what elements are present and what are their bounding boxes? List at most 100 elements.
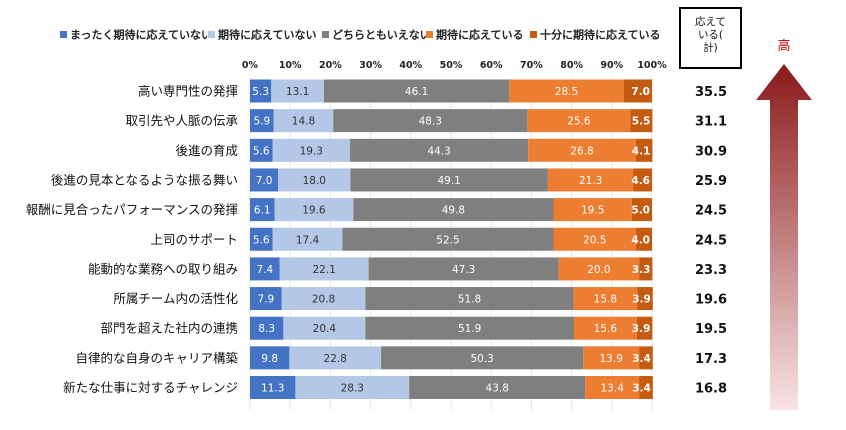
bar-value-label: 28.3	[341, 383, 364, 395]
category-label: 新たな仕事に対するチャレンジ	[63, 380, 238, 395]
total-value: 24.5	[695, 204, 727, 219]
bar-value-label: 18.0	[303, 175, 326, 187]
bar-segment	[250, 79, 272, 103]
bar-segment	[637, 287, 653, 311]
trend-arrow-label: 高	[777, 38, 790, 54]
total-value: 19.5	[695, 322, 727, 337]
bar-value-label: 7.0	[631, 86, 650, 98]
bar-value-label: 48.3	[419, 116, 442, 128]
x-axis: 0% 10% 20% 30% 40% 50% 60% 70% 80% 90% 100%	[242, 60, 667, 71]
bar-segment	[250, 227, 273, 251]
bar-segment	[368, 257, 559, 281]
bar-segment	[281, 287, 366, 311]
bar-value-label: 5.0	[631, 205, 650, 217]
bar-segment	[639, 257, 653, 281]
total-value: 31.1	[695, 115, 727, 130]
bar-value-label: 46.1	[405, 86, 428, 98]
category-label: 取引先や人脈の伝承	[125, 113, 238, 128]
bar-segment	[509, 79, 624, 103]
bar-value-label: 17.4	[296, 234, 320, 246]
bar-segment	[272, 227, 343, 251]
total-value: 24.5	[695, 233, 727, 248]
totals-header-line: 計)	[703, 41, 718, 54]
legend-label-2: どちらともいえない	[332, 29, 431, 42]
bar-segment	[333, 109, 528, 133]
bar-value-label: 4.6	[631, 175, 650, 187]
bar-value-label: 5.3	[252, 86, 269, 98]
bar-segment	[283, 316, 366, 340]
category-label: 部門を超えた社内の連携	[100, 321, 238, 336]
bar-segment	[295, 376, 410, 399]
bar-segment	[365, 316, 575, 340]
totals-column: 35.5 31.1 30.9 25.9 24.5 24.5 23.3 19.6 19.5 17.3…	[679, 7, 742, 397]
bar-value-label: 19.3	[300, 145, 323, 157]
bars: 5.3 13.1 46.1 28.5 7.0 5.9 14.8 48.3 25.6 5.5 5.6 1…	[250, 79, 653, 399]
category-label: 高い専門性の発揮	[138, 84, 238, 99]
bar-segment	[250, 316, 284, 340]
bar-value-label: 15.8	[594, 294, 617, 306]
bar-segment	[278, 168, 351, 192]
legend-label-4: 十分に期待に応えている	[540, 28, 660, 42]
bar-segment	[623, 79, 652, 103]
bar-value-label: 13.1	[286, 86, 309, 98]
bar-value-label: 20.0	[587, 264, 610, 276]
total-value: 35.5	[695, 85, 727, 100]
bar-value-label: 20.5	[583, 234, 606, 246]
bar-segment	[250, 109, 274, 133]
bar-segment	[381, 346, 584, 370]
bar-segment	[271, 79, 324, 103]
bar-value-label: 13.4	[601, 383, 625, 395]
bar-segment	[553, 198, 632, 222]
bar-value-label: 3.9	[632, 323, 651, 335]
trend-arrow: 高	[756, 38, 812, 410]
bar-value-label: 47.3	[452, 264, 475, 276]
category-label: 後進の育成	[175, 143, 238, 158]
x-tick-label: 20%	[319, 60, 342, 71]
bar-value-label: 3.3	[632, 264, 651, 276]
x-tick-label: 60%	[480, 60, 503, 71]
bar-segment	[633, 168, 652, 192]
x-tick-label: 0%	[242, 60, 259, 71]
bar-value-label: 50.3	[470, 353, 493, 365]
bar-segment	[250, 376, 296, 399]
bar-value-label: 44.3	[427, 145, 450, 157]
bar-value-label: 4.1	[632, 145, 651, 157]
bar-segment	[273, 109, 334, 133]
total-value: 30.9	[695, 144, 727, 159]
total-value: 19.6	[695, 293, 727, 308]
legend-label-1: 期待に応えていない	[218, 28, 316, 42]
bar-value-label: 6.1	[254, 205, 271, 217]
bar-segment	[250, 257, 280, 281]
legend-label-3: 期待に応えている	[436, 28, 523, 42]
bar-value-label: 4.0	[631, 234, 650, 246]
bar-segment	[350, 138, 529, 162]
bar-segment	[585, 376, 640, 399]
bar-value-label: 25.6	[567, 116, 591, 128]
bar-value-label: 5.6	[253, 145, 270, 157]
total-value: 25.9	[695, 174, 727, 189]
x-tick-label: 40%	[399, 60, 422, 71]
bar-value-label: 43.8	[486, 383, 509, 395]
bar-segment	[574, 316, 637, 340]
bar-segment	[279, 257, 369, 281]
bar-segment	[409, 376, 586, 399]
bar-segment	[365, 287, 574, 311]
bar-value-label: 15.6	[594, 323, 618, 335]
bar-value-label: 7.9	[258, 294, 275, 306]
bar-value-label: 19.6	[302, 205, 326, 217]
legend: まったく期待に応えていない 期待に応えていない どちらともいえない 期待に応えている 十…	[60, 28, 660, 42]
bar-value-label: 22.8	[324, 353, 347, 365]
bar-value-label: 26.8	[570, 145, 593, 157]
bar-segment	[558, 257, 640, 281]
bar-segment	[583, 346, 640, 370]
bar-value-label: 19.5	[581, 205, 604, 217]
totals-header-line: 応えて	[695, 15, 726, 28]
total-value: 23.3	[695, 263, 727, 278]
legend-swatch-1	[208, 31, 215, 38]
bar-segment	[323, 79, 510, 103]
legend-swatch-4	[530, 31, 537, 38]
bar-segment	[250, 138, 273, 162]
bar-value-label: 7.4	[257, 264, 274, 276]
bar-segment	[250, 346, 290, 370]
bar-value-label: 11.3	[261, 383, 284, 395]
